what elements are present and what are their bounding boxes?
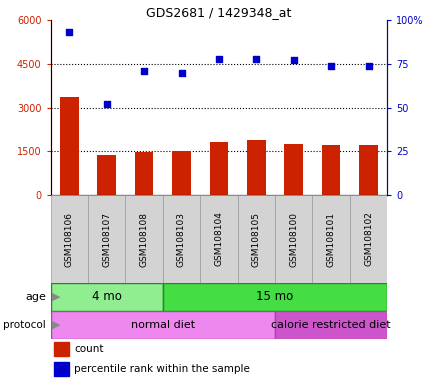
Bar — [163, 195, 200, 283]
Bar — [97, 155, 116, 195]
Bar — [200, 195, 238, 283]
Point — [327, 63, 335, 69]
Text: GSM108108: GSM108108 — [139, 212, 149, 266]
Point — [103, 101, 110, 107]
Text: GSM108107: GSM108107 — [102, 212, 111, 266]
Bar — [51, 195, 88, 283]
Point — [216, 55, 223, 61]
Bar — [125, 195, 163, 283]
Text: 15 mo: 15 mo — [257, 291, 293, 303]
Text: protocol: protocol — [4, 320, 46, 330]
Text: ▶: ▶ — [51, 292, 60, 302]
Text: percentile rank within the sample: percentile rank within the sample — [74, 364, 250, 374]
Bar — [88, 195, 125, 283]
Text: count: count — [74, 344, 104, 354]
Text: ▶: ▶ — [51, 320, 60, 330]
Bar — [172, 151, 191, 195]
Point — [253, 55, 260, 61]
Bar — [284, 144, 303, 195]
Bar — [135, 152, 154, 195]
Title: GDS2681 / 1429348_at: GDS2681 / 1429348_at — [146, 6, 292, 19]
Text: GSM108100: GSM108100 — [289, 212, 298, 266]
Point — [66, 29, 73, 35]
Point — [178, 70, 185, 76]
Text: GSM108104: GSM108104 — [214, 212, 224, 266]
Bar — [350, 195, 387, 283]
Text: calorie restricted diet: calorie restricted diet — [271, 320, 391, 330]
Text: 4 mo: 4 mo — [92, 291, 121, 303]
Text: normal diet: normal diet — [131, 320, 195, 330]
Bar — [54, 362, 69, 376]
Text: GSM108103: GSM108103 — [177, 212, 186, 266]
Bar — [51, 311, 275, 339]
Text: GSM108102: GSM108102 — [364, 212, 373, 266]
Bar — [275, 195, 312, 283]
Point — [290, 57, 297, 63]
Bar — [54, 342, 69, 356]
Text: GSM108106: GSM108106 — [65, 212, 74, 266]
Bar — [163, 283, 387, 311]
Bar — [312, 195, 350, 283]
Bar — [209, 142, 228, 195]
Point — [141, 68, 148, 74]
Bar — [51, 283, 163, 311]
Bar — [60, 97, 79, 195]
Bar — [359, 145, 378, 195]
Bar — [247, 141, 266, 195]
Text: GSM108101: GSM108101 — [326, 212, 336, 266]
Text: GSM108105: GSM108105 — [252, 212, 261, 266]
Bar — [275, 311, 387, 339]
Text: age: age — [26, 292, 46, 302]
Bar — [322, 145, 341, 195]
Bar — [238, 195, 275, 283]
Point — [365, 63, 372, 69]
